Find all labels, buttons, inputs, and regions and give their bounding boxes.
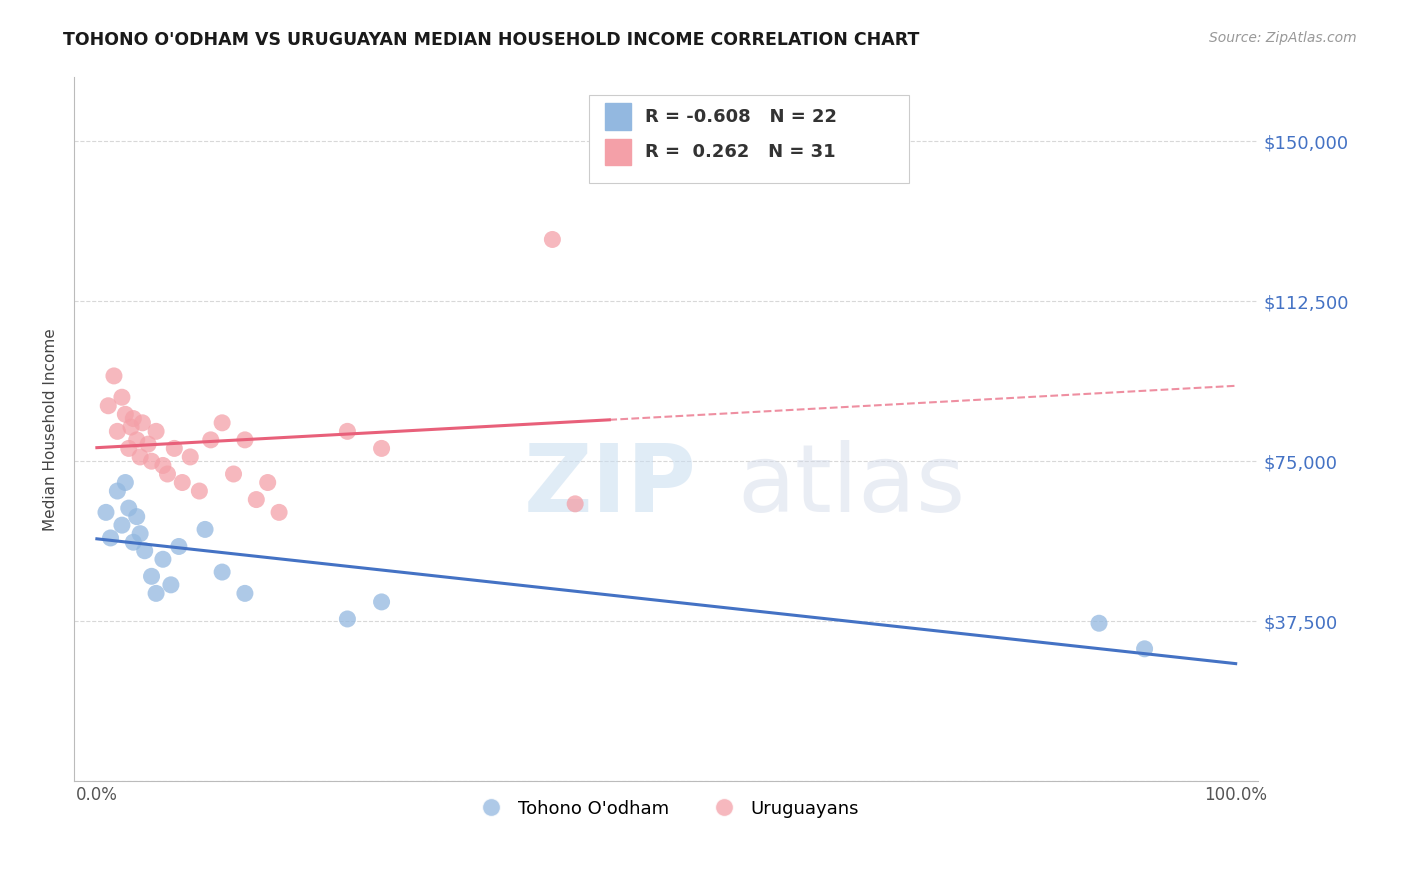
Point bbox=[336, 612, 359, 626]
Point bbox=[120, 420, 142, 434]
Y-axis label: Median Household Income: Median Household Income bbox=[44, 328, 58, 531]
Point bbox=[163, 442, 186, 456]
Point bbox=[100, 531, 122, 545]
Point bbox=[1133, 641, 1156, 656]
Point bbox=[125, 433, 148, 447]
Point bbox=[152, 552, 174, 566]
Point bbox=[188, 483, 211, 498]
Point bbox=[114, 407, 136, 421]
Point bbox=[129, 526, 152, 541]
Point bbox=[211, 416, 233, 430]
Point bbox=[145, 586, 167, 600]
Legend: Tohono O'odham, Uruguayans: Tohono O'odham, Uruguayans bbox=[465, 792, 866, 825]
Point bbox=[145, 425, 167, 439]
Text: TOHONO O'ODHAM VS URUGUAYAN MEDIAN HOUSEHOLD INCOME CORRELATION CHART: TOHONO O'ODHAM VS URUGUAYAN MEDIAN HOUSE… bbox=[63, 31, 920, 49]
Point bbox=[245, 492, 267, 507]
Point bbox=[1088, 616, 1111, 631]
Point bbox=[129, 450, 152, 464]
Point bbox=[97, 399, 120, 413]
Point bbox=[370, 442, 392, 456]
Point bbox=[152, 458, 174, 473]
Text: Source: ZipAtlas.com: Source: ZipAtlas.com bbox=[1209, 31, 1357, 45]
Point bbox=[111, 518, 134, 533]
Text: atlas: atlas bbox=[737, 440, 966, 532]
Point bbox=[222, 467, 245, 481]
Text: R =  0.262   N = 31: R = 0.262 N = 31 bbox=[645, 143, 835, 161]
Point bbox=[167, 540, 190, 554]
Point bbox=[141, 569, 163, 583]
Point bbox=[141, 454, 163, 468]
Point bbox=[103, 368, 125, 383]
Point bbox=[200, 433, 222, 447]
Bar bbox=[605, 103, 631, 130]
Point bbox=[114, 475, 136, 490]
Point bbox=[564, 497, 586, 511]
Text: R = -0.608   N = 22: R = -0.608 N = 22 bbox=[645, 108, 837, 126]
Point bbox=[336, 425, 359, 439]
Point bbox=[541, 232, 564, 246]
Point bbox=[111, 390, 134, 404]
FancyBboxPatch shape bbox=[589, 95, 910, 183]
Point bbox=[233, 433, 256, 447]
Point bbox=[105, 425, 128, 439]
Point bbox=[179, 450, 201, 464]
Point bbox=[134, 543, 156, 558]
Point bbox=[94, 505, 117, 519]
Point bbox=[131, 416, 153, 430]
Point bbox=[136, 437, 159, 451]
Bar bbox=[605, 138, 631, 165]
Point bbox=[118, 442, 141, 456]
Point bbox=[125, 509, 148, 524]
Point bbox=[233, 586, 256, 600]
Point bbox=[267, 505, 290, 519]
Point bbox=[122, 535, 145, 549]
Text: ZIP: ZIP bbox=[524, 440, 697, 532]
Point bbox=[156, 467, 179, 481]
Point bbox=[370, 595, 392, 609]
Point bbox=[118, 501, 141, 516]
Point bbox=[122, 411, 145, 425]
Point bbox=[172, 475, 194, 490]
Point bbox=[160, 578, 183, 592]
Point bbox=[211, 565, 233, 579]
Point bbox=[105, 483, 128, 498]
Point bbox=[194, 523, 217, 537]
Point bbox=[256, 475, 278, 490]
